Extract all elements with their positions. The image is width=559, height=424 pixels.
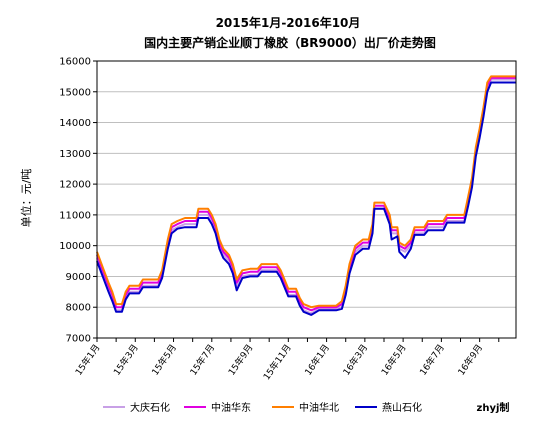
series-line <box>96 75 516 309</box>
y-axis-label: 单位：元/吨 <box>19 169 33 228</box>
y-tick-label: 10000 <box>59 241 91 252</box>
y-tick-label: 7000 <box>66 334 91 345</box>
y-tick-label: 13000 <box>59 149 91 160</box>
series-lines <box>96 75 516 316</box>
legend-label: 中油华北 <box>299 401 339 414</box>
y-tick-label: 9000 <box>66 272 91 283</box>
y-tick-label: 15000 <box>59 87 91 98</box>
credit-text: zhyj制 <box>477 401 510 414</box>
y-tick-label: 16000 <box>59 57 91 68</box>
y-tick-label: 8000 <box>66 303 91 314</box>
legend-label: 燕山石化 <box>382 401 422 414</box>
legend-label: 大庆石化 <box>130 401 170 414</box>
chart-title-line2: 国内主要产销企业顺丁橡胶（BR9000）出厂价走势图 <box>144 35 436 50</box>
y-tick-labels: 7000 8000 9000 10000 11000 12000 13000 14000 150… <box>59 57 97 345</box>
series-line <box>96 81 516 316</box>
y-tick-label: 14000 <box>59 118 91 129</box>
legend-label: 中油华东 <box>211 401 251 414</box>
plot-area-frame <box>96 60 517 339</box>
legend: 大庆石化 中油华东 中油华北 燕山石化 <box>103 401 422 414</box>
y-tick-label: 12000 <box>59 180 91 191</box>
chart-title-line1: 2015年1月-2016年10月 <box>216 15 361 30</box>
y-tick-label: 11000 <box>59 210 91 221</box>
